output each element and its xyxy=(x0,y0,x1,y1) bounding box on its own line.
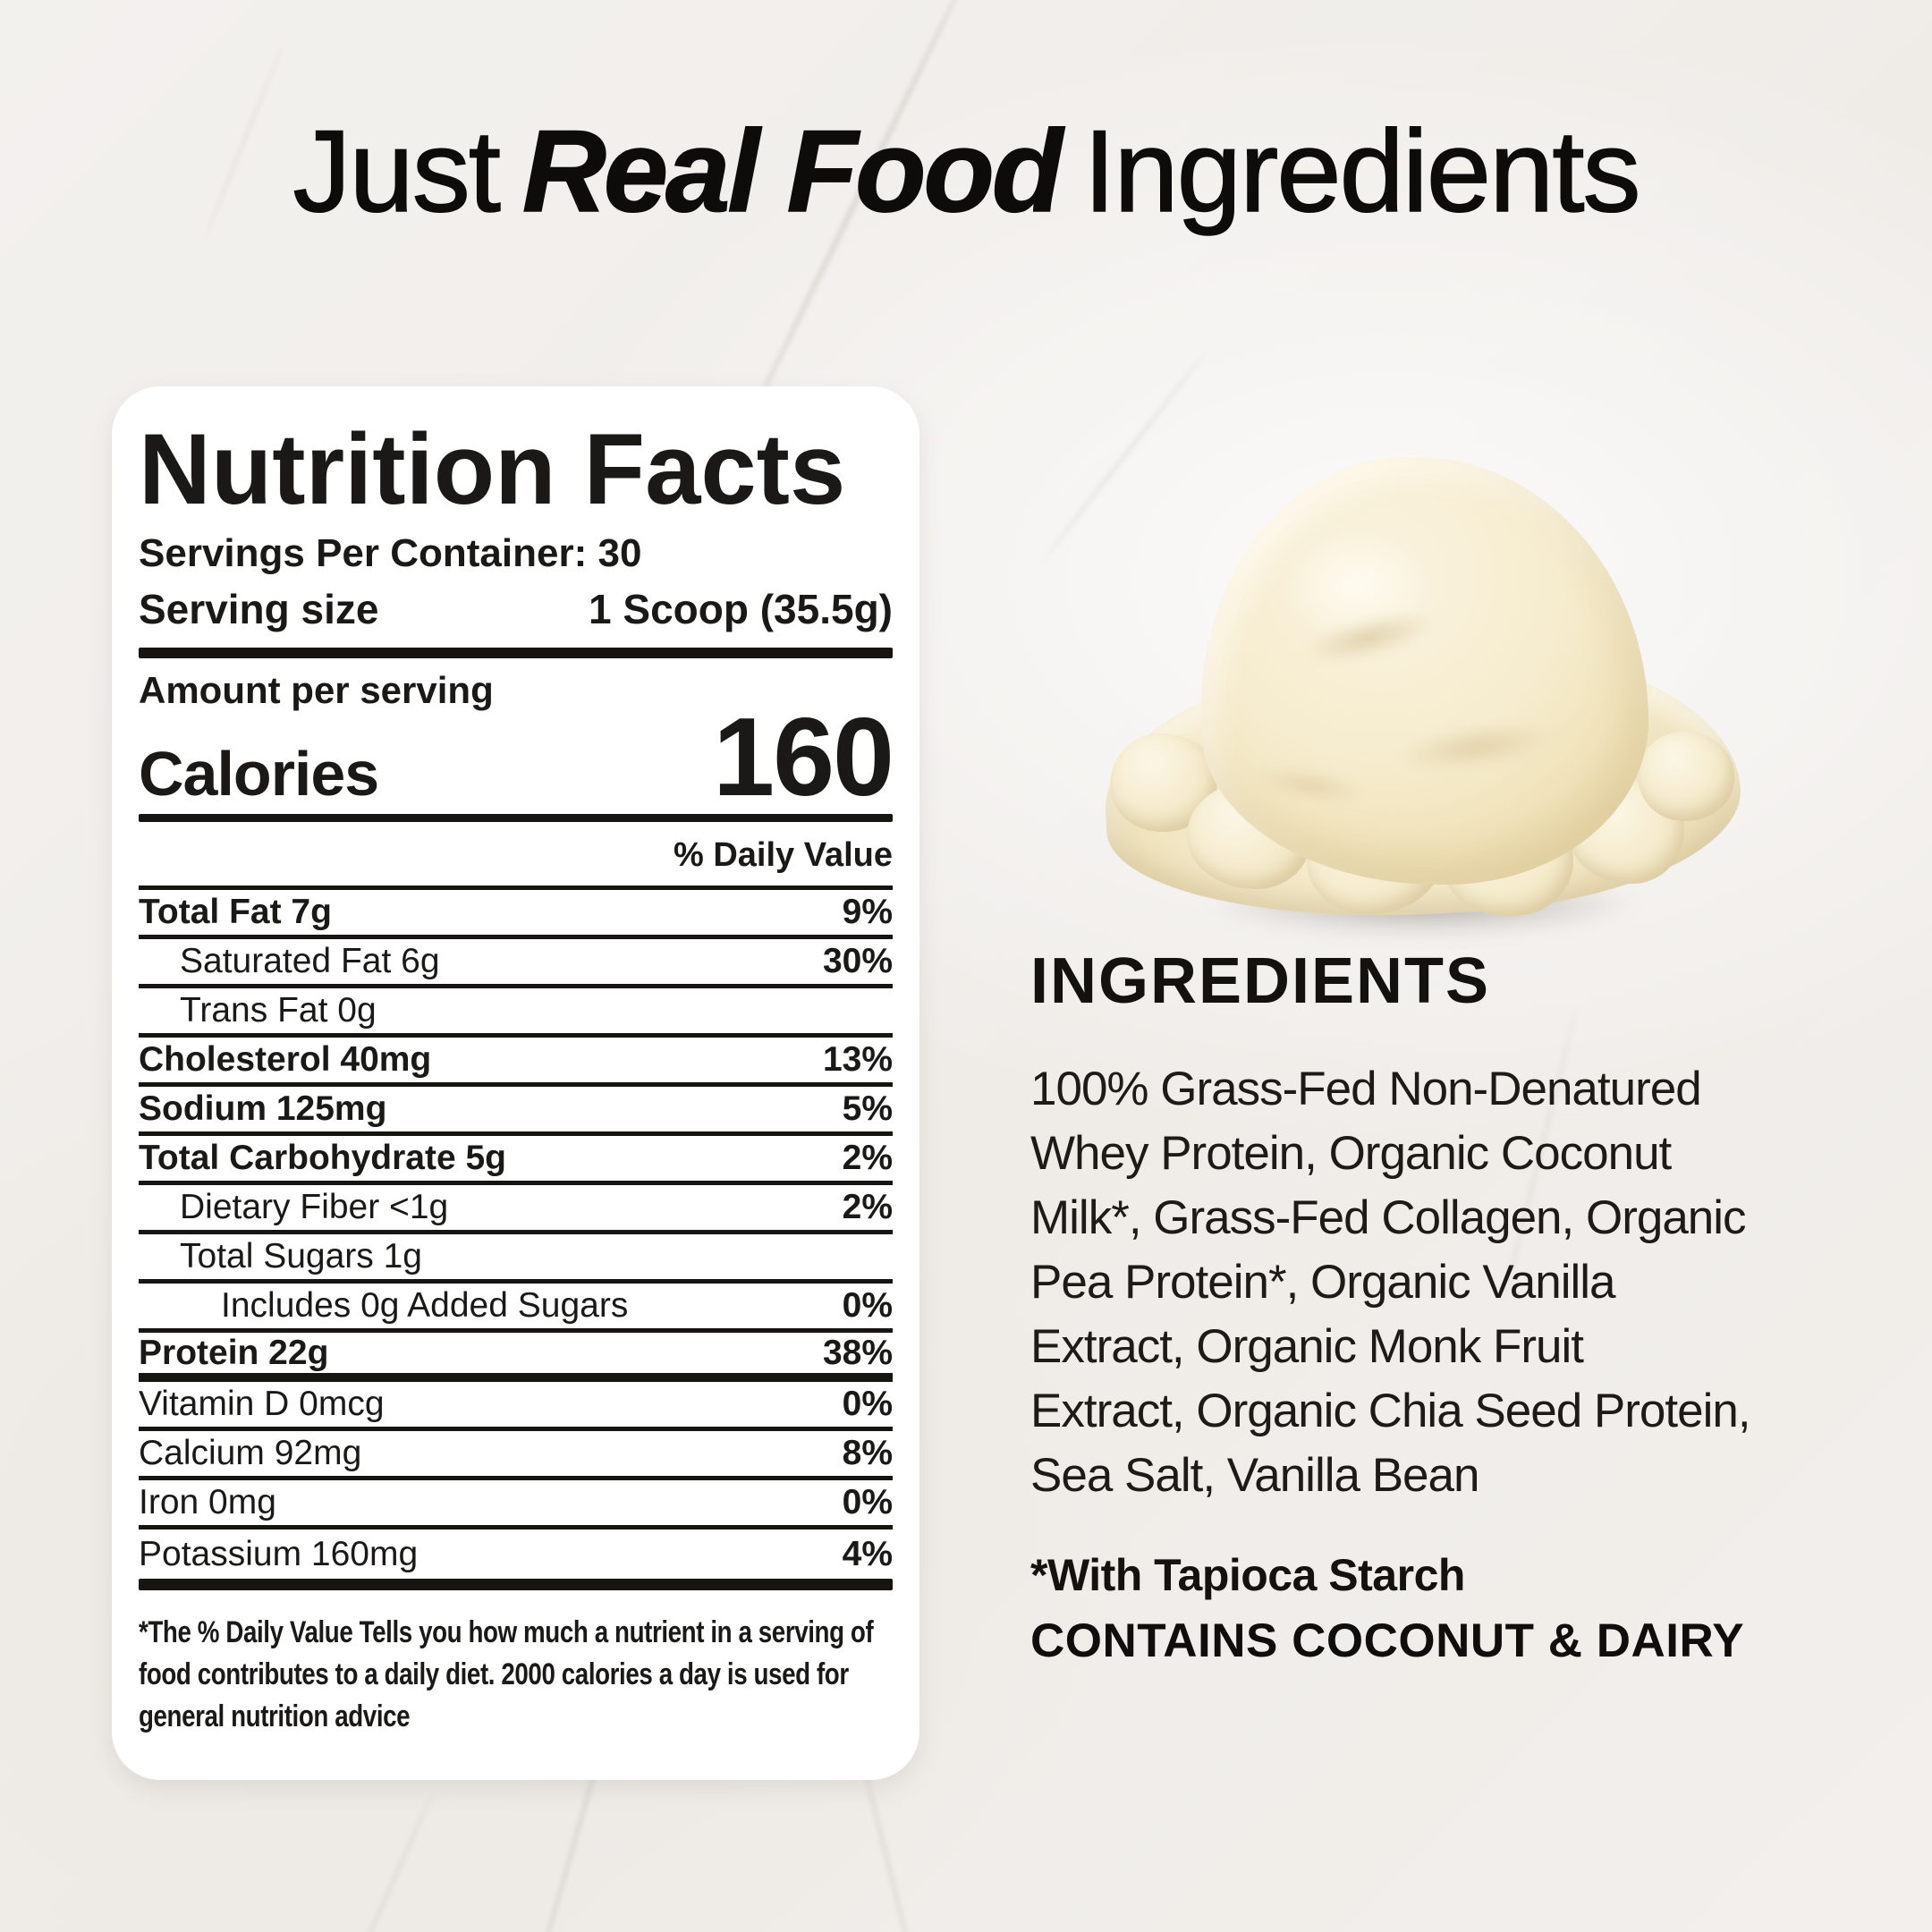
nutrient-row-calcium: Calcium 92mg 8% xyxy=(139,1431,893,1481)
nutrient-row-protein: Protein 22g 38% xyxy=(139,1333,893,1383)
ingredients-heading: INGREDIENTS xyxy=(1030,945,1491,1017)
ingredients-line: Pea Protein*, Organic Vanilla xyxy=(1030,1256,1616,1309)
divider-medium xyxy=(139,814,893,823)
daily-value-header: % Daily Value xyxy=(673,836,893,875)
serving-size-row: Serving size 1 Scoop (35.5g) xyxy=(139,585,893,633)
ingredients-line: Sea Salt, Vanilla Bean xyxy=(1030,1449,1479,1502)
divider-thick xyxy=(139,648,893,659)
ice-cream-scoop-image xyxy=(1097,452,1747,946)
serving-size-label: Serving size xyxy=(139,586,379,633)
tapioca-starch-note: *With Tapioca Starch xyxy=(1030,1550,1465,1600)
nutrient-row-iron: Iron 0mg 0% xyxy=(139,1480,893,1530)
ingredients-line: Extract, Organic Chia Seed Protein, xyxy=(1030,1385,1751,1437)
ingredients-line: Whey Protein, Organic Coconut xyxy=(1030,1127,1672,1180)
amount-per-serving-label: Amount per serving xyxy=(139,669,494,712)
servings-per-container: Servings Per Container: 30 xyxy=(139,531,642,576)
page-title: Just Real Food Ingredients xyxy=(0,104,1932,238)
calories-row: Calories 160 xyxy=(139,695,894,819)
nutrition-facts-heading: Nutrition Facts xyxy=(139,413,846,525)
allergen-statement: CONTAINS COCONUT & DAIRY xyxy=(1030,1614,1745,1667)
page-title-suffix: Ingredients xyxy=(1083,105,1642,237)
ingredients-list: 100% Grass-Fed Non-Denatured Whey Protei… xyxy=(1030,1057,1916,1508)
calories-value: 160 xyxy=(713,695,894,819)
daily-value-footnote: *The % Daily Value Tells you how much a … xyxy=(139,1615,874,1734)
nutrient-row-total-fat: Total Fat 7g 9% xyxy=(139,890,893,940)
nutrient-row-sodium: Sodium 125mg 5% xyxy=(139,1087,893,1137)
nutrient-row-dietary-fiber: Dietary Fiber <1g 2% xyxy=(139,1185,893,1235)
nutrient-row-cholesterol: Cholesterol 40mg 13% xyxy=(139,1038,893,1088)
ingredients-line: Extract, Organic Monk Fruit xyxy=(1030,1320,1584,1373)
ingredients-line: Milk*, Grass-Fed Collagen, Organic xyxy=(1030,1191,1747,1244)
marble-vein xyxy=(337,1789,436,1932)
nutrient-row-potassium: Potassium 160mg 4% xyxy=(139,1534,893,1573)
nutrient-row-total-sugars: Total Sugars 1g xyxy=(139,1234,893,1284)
nutrition-facts-label: Nutrition Facts Servings Per Container: … xyxy=(112,386,919,1780)
nutrient-rows: Total Fat 7g 9% Saturated Fat 6g 30% Trans… xyxy=(139,886,893,1579)
ingredients-line: 100% Grass-Fed Non-Denatured xyxy=(1030,1063,1702,1115)
nutrient-row-total-carbohydrate: Total Carbohydrate 5g 2% xyxy=(139,1136,893,1186)
ingredients-section: INGREDIENTS 100% Grass-Fed Non-Denatured… xyxy=(1030,945,1916,1668)
nutrient-row-trans-fat: Trans Fat 0g xyxy=(139,988,893,1038)
divider-final xyxy=(139,1579,893,1591)
serving-size-value: 1 Scoop (35.5g) xyxy=(589,586,893,633)
page-title-emphasis: Real Food xyxy=(521,105,1063,237)
calories-label: Calories xyxy=(139,738,379,809)
nutrient-row-added-sugars: Includes 0g Added Sugars 0% xyxy=(139,1284,893,1334)
page-title-prefix: Just xyxy=(292,105,502,237)
scoop-dome xyxy=(1201,457,1648,885)
nutrient-row-saturated-fat: Saturated Fat 6g 30% xyxy=(139,939,893,989)
nutrient-row-vitamin-d: Vitamin D 0mcg 0% xyxy=(139,1382,893,1432)
